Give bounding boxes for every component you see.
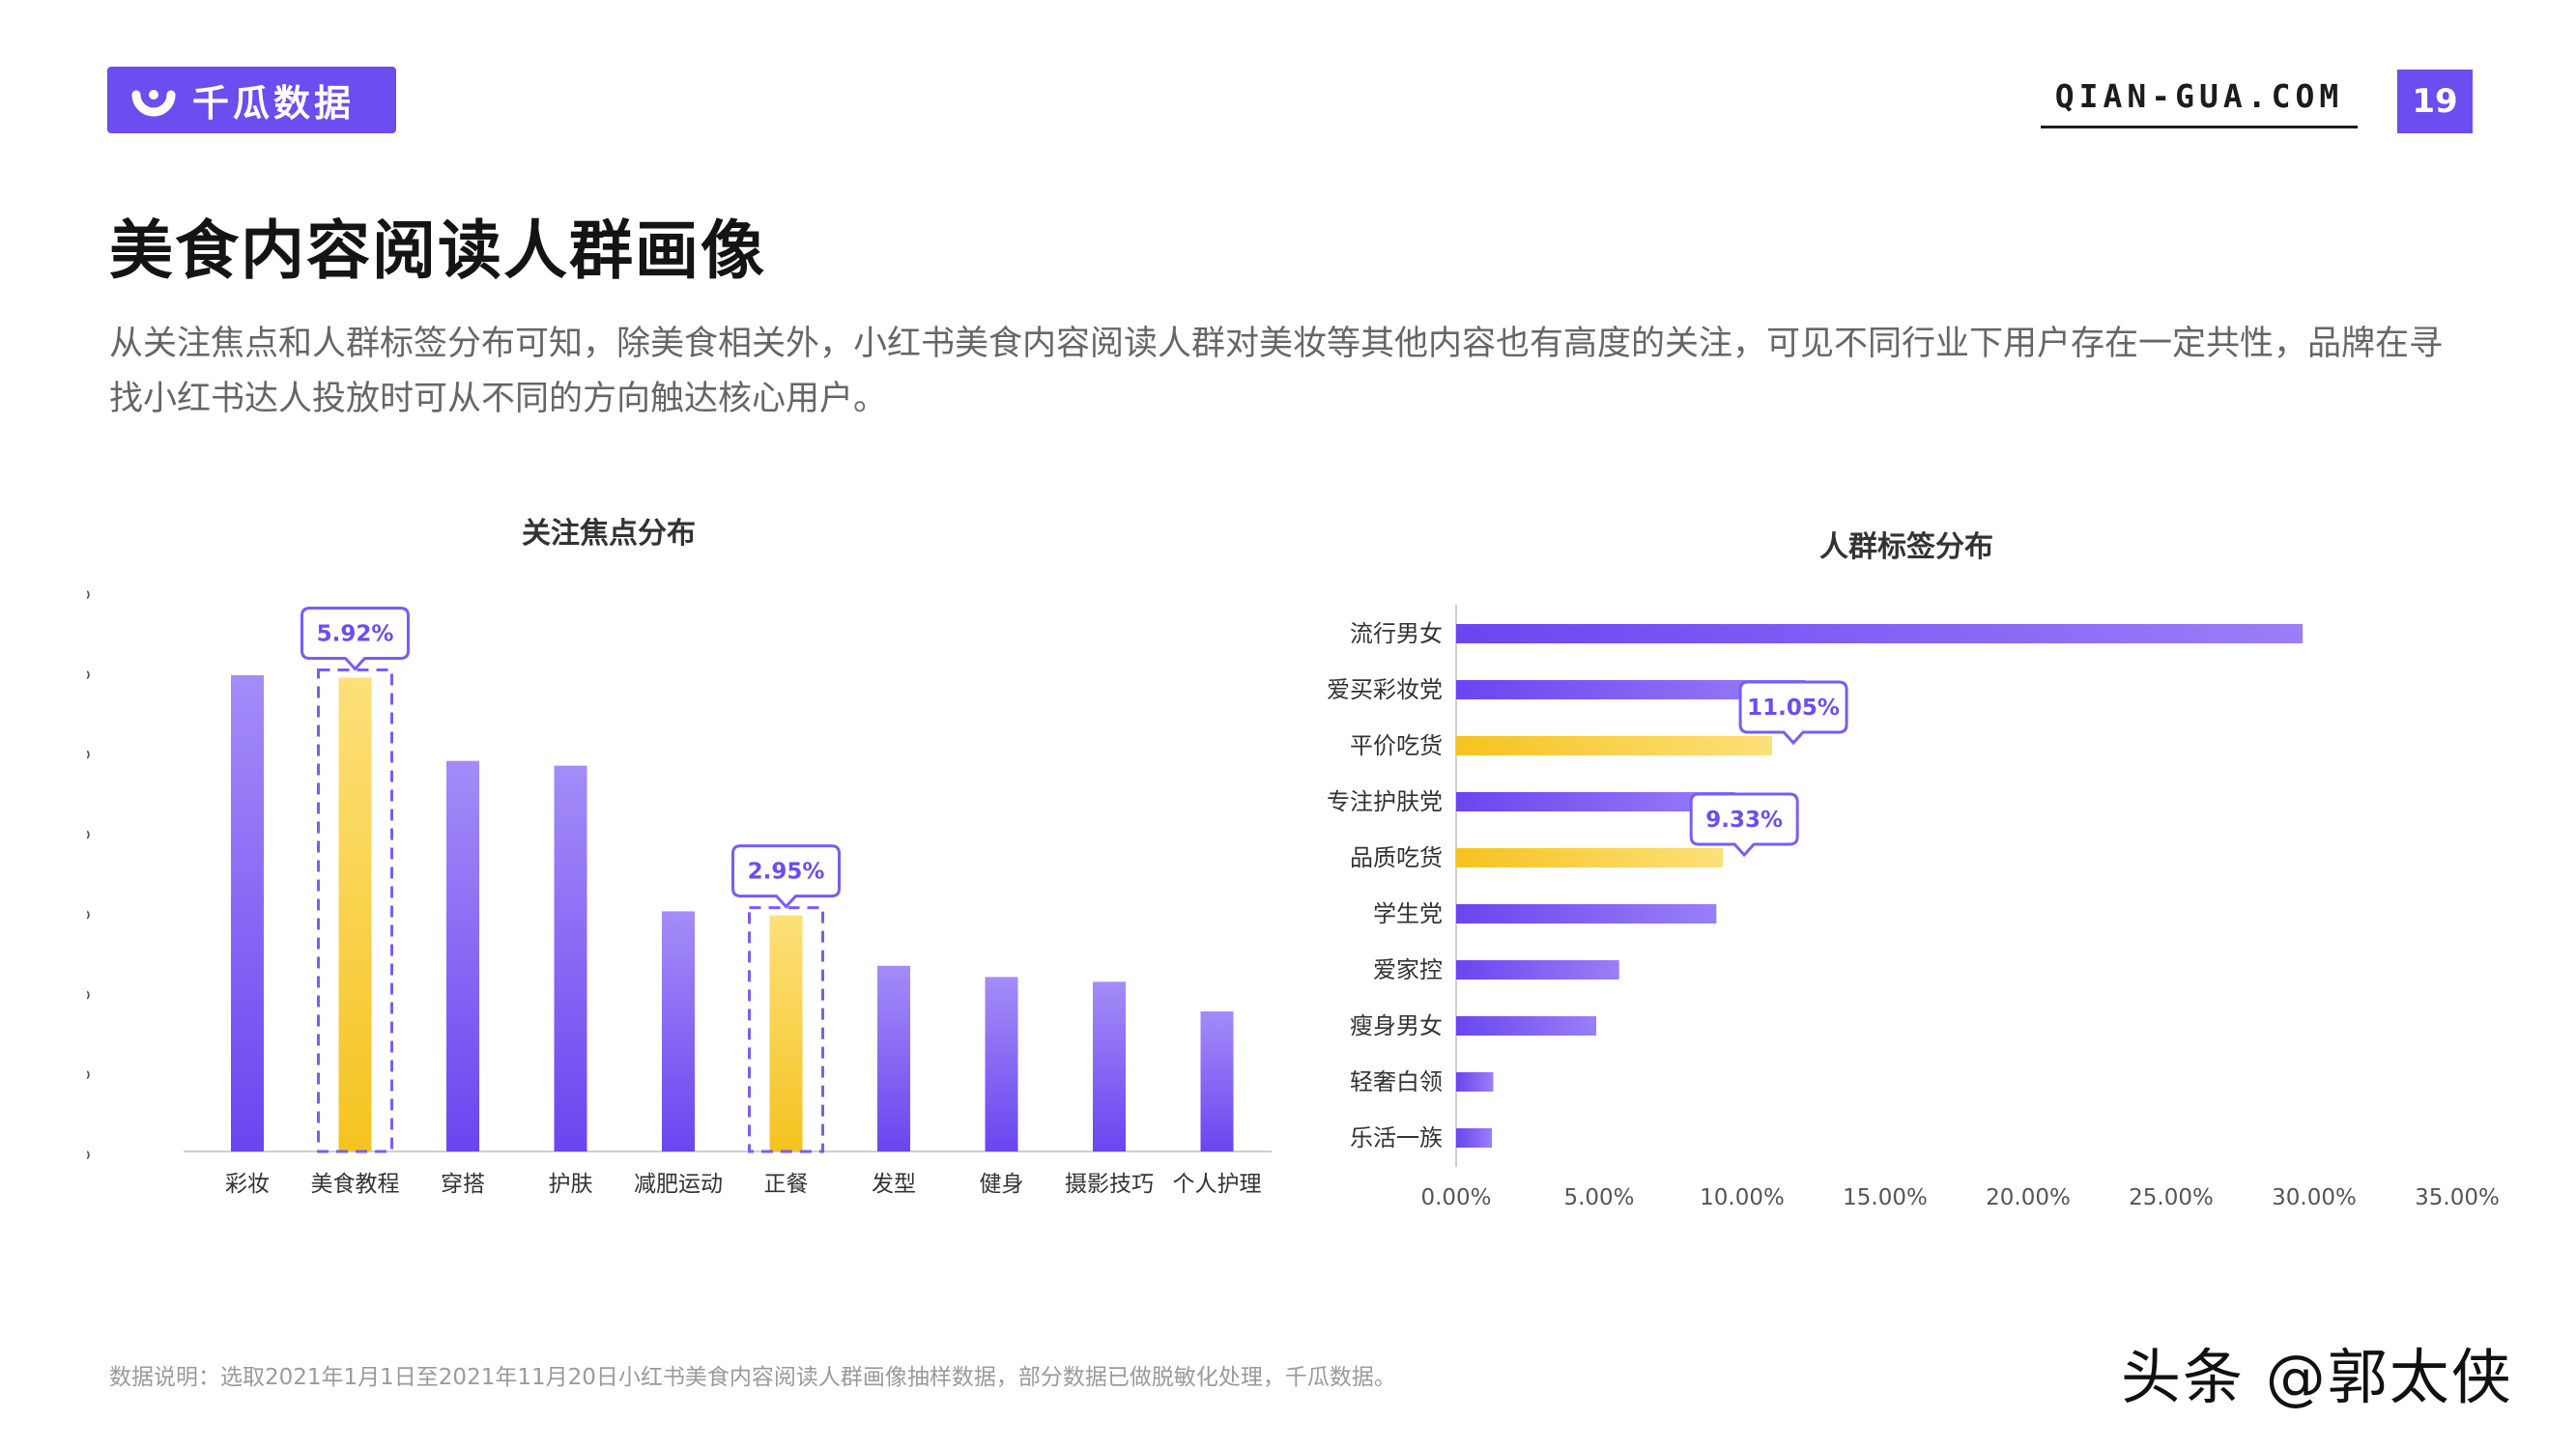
y-tick-label: 5.00% [87,740,91,765]
bar-爱买彩妆党 [1456,680,1806,699]
x-tick-label: 35.00% [2415,1185,2500,1210]
x-tick-label: 摄影技巧 [1065,1172,1154,1197]
callout-品质吃货-label: 9.33% [1705,808,1783,833]
x-tick-label: 健身 [980,1172,1024,1197]
y-tick-label: 学生党 [1373,900,1443,927]
bar-摄影技巧 [1093,981,1126,1151]
data-footnote: 数据说明：选取2021年1月1日至2021年11月20日小红书美食内容阅读人群画… [109,1365,1396,1390]
callout-美食教程-label: 5.92% [317,621,394,646]
x-tick-label: 穿搭 [441,1172,485,1197]
y-tick-label: 爱买彩妆党 [1327,676,1443,703]
page-description: 从关注焦点和人群标签分布可知，除美食相关外，小红书美食内容阅读人群对美妆等其他内… [109,325,2444,418]
callout-美食教程: 5.92% [301,606,410,671]
bar-品质吃货 [1456,848,1724,867]
bar-彩妆 [231,675,264,1151]
x-tick-label: 个人护理 [1173,1172,1262,1197]
x-tick-label: 30.00% [2272,1185,2357,1210]
y-tick-label: 品质吃货 [1350,844,1443,871]
bar-流行男女 [1456,624,2304,643]
site-url: QIAN-GUA.COM [2054,77,2344,115]
x-tick-label: 20.00% [1986,1185,2071,1210]
bar-穿搭 [446,760,479,1151]
chart-title: 人群标签分布 [1819,530,1993,564]
bar-发型 [877,965,910,1151]
y-tick-label: 乐活一族 [1350,1124,1443,1151]
y-tick-label: 4.00% [87,820,91,845]
y-tick-label: 3.00% [87,899,91,924]
x-tick-label: 护肤 [549,1172,593,1197]
x-tick-label: 彩妆 [225,1172,270,1197]
y-tick-label: 轻奢白领 [1350,1068,1443,1095]
bar-平价吃货 [1456,736,1773,755]
audience-tag-chart: 人群标签分布 0.00% 5.00% 10.00% 15.00% 20.00% 25.00%… [1327,530,2500,1210]
logo-mark-icon [131,89,176,116]
bar-个人护理 [1200,1011,1234,1151]
highlight-frame [317,668,393,1153]
y-tick-label: 爱家控 [1373,956,1443,983]
y-tick-label: 平价吃货 [1350,732,1443,759]
bar-轻奢白领 [1456,1072,1494,1092]
y-tick-label: 6.00% [87,660,91,685]
bar-专注护肤党 [1456,792,1735,811]
y-tick-label: 瘦身男女 [1350,1012,1443,1039]
callout-平价吃货: 11.05% [1738,680,1848,746]
x-tick-label: 减肥运动 [634,1172,723,1197]
x-tick-label: 正餐 [764,1172,809,1197]
y-tick-label: 流行男女 [1350,620,1443,647]
brand-logo: 千瓜数据 [107,67,396,133]
x-tick-label: 25.00% [2129,1185,2214,1210]
callout-正餐: 2.95% [731,844,841,909]
x-tick-label: 10.00% [1700,1185,1785,1210]
author-signature: 头条 @郭太侠 [2121,1342,2513,1412]
bar-学生党 [1456,904,1717,923]
bar-减肥运动 [662,911,695,1151]
bar-美食教程 [338,677,372,1151]
y-tick-label: 2.00% [87,980,91,1005]
bar-护肤 [554,765,587,1151]
site-underline [2041,126,2358,128]
x-tick-label: 发型 [872,1172,916,1197]
bar-乐活一族 [1456,1128,1492,1148]
highlight-frame [748,906,824,1153]
y-tick-label: 7.00% [87,580,91,605]
page-title: 美食内容阅读人群画像 [109,213,766,288]
x-tick-label: 美食教程 [311,1172,400,1197]
bar-健身 [985,977,1018,1151]
y-tick-label: 0.00% [87,1140,91,1165]
bar-瘦身男女 [1456,1016,1597,1036]
bar-正餐 [769,915,803,1151]
chart-title: 关注焦点分布 [522,517,696,551]
focus-distribution-chart: 关注焦点分布 0.00% 1.00% 2.00% 3.00% 4.00% 5.00% 6.00… [87,517,1272,1197]
x-tick-label: 5.00% [1563,1185,1634,1210]
callout-品质吃货: 9.33% [1689,792,1799,858]
page-number: 19 [2397,70,2473,133]
x-tick-label: 0.00% [1420,1185,1491,1210]
brand-name: 千瓜数据 [192,82,356,125]
callout-平价吃货-label: 11.05% [1747,696,1840,721]
callout-正餐-label: 2.95% [748,860,825,885]
y-tick-label: 1.00% [87,1060,91,1085]
x-tick-label: 15.00% [1843,1185,1928,1210]
y-tick-label: 专注护肤党 [1327,788,1443,815]
bar-爱家控 [1456,960,1619,980]
